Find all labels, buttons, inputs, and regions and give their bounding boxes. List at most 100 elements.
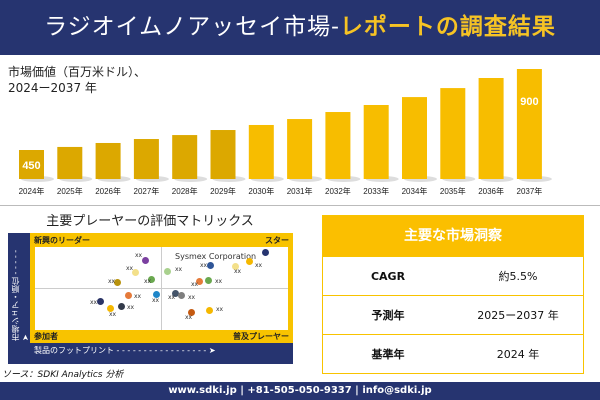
player-label: xx	[108, 278, 116, 285]
player-label: xx	[200, 262, 208, 269]
sysmex-label: Sysmex Corporation	[175, 252, 257, 261]
quadrant-pervasive-players: 普及プレーヤー	[233, 332, 289, 341]
quadrant-emerging-leaders: 新興のリーダー	[34, 236, 90, 245]
player-dot	[206, 261, 214, 269]
bar-2033年	[363, 105, 389, 179]
matrix-frame: 新興のリーダー スター 参加者 普及プレーヤー Sysmex Corporati…	[30, 233, 293, 343]
player-label: xx	[126, 265, 134, 272]
player-dot	[187, 308, 195, 316]
bar-2032年	[325, 112, 351, 179]
player-label: xx	[90, 299, 98, 306]
player-dot	[195, 277, 203, 285]
bar-2024年	[19, 150, 44, 179]
bar-2029年	[210, 130, 236, 179]
player-label: xx	[255, 262, 263, 269]
player-label: xx	[134, 293, 142, 300]
player-label: xx	[127, 304, 135, 311]
player-label: xx	[144, 278, 152, 285]
player-label: xx	[175, 266, 183, 273]
player-label: xx	[135, 252, 143, 259]
player-dot	[163, 267, 171, 275]
insight-value: 2025ー2037 年	[477, 309, 559, 322]
player-dot	[171, 289, 179, 297]
vertical-divider	[161, 247, 162, 330]
matrix-plot: Sysmex Corporation xx xx xx xx xx xx xx xx xx xx x…	[35, 247, 288, 330]
source-note: ソース：SDKI Analytics 分析	[2, 370, 124, 380]
chart-title-line: 市場価値（百万米ドル）、	[8, 65, 147, 79]
x-axis-label: 製品のフットプリント - - - - - - - - - - - - - - -…	[34, 346, 216, 355]
data-label: 450	[22, 160, 40, 172]
insight-value: 2024 年	[496, 348, 540, 361]
market-value-bar-chart: 2024年 450 2025年 2026年 2027年 2028年 2029年 2030年 20…	[19, 69, 552, 196]
x-tick-label: 2029年	[210, 186, 236, 196]
player-dot	[141, 256, 149, 264]
x-tick-label: 2025年	[57, 186, 83, 196]
x-tick-label: 2030年	[248, 186, 274, 196]
x-tick-label: 2024年	[19, 186, 45, 196]
matrix-title: 主要プレーヤーの評価マトリックス	[46, 214, 254, 229]
player-label: xx	[168, 294, 176, 301]
insights-title: 主要な市場洞察	[323, 216, 583, 256]
bar-2036年	[478, 78, 504, 179]
player-label: xx	[188, 294, 196, 301]
insight-row: 予測年 2025ー2037 年	[323, 295, 583, 334]
insight-row: CAGR 約5.5%	[323, 256, 583, 295]
bar-2026年	[95, 142, 121, 179]
player-label: xx	[185, 314, 193, 321]
player-label: xx	[152, 297, 160, 304]
x-tick-label: 2036年	[478, 186, 504, 196]
insight-key: 予測年	[371, 309, 405, 322]
x-tick-label: 2034年	[402, 186, 428, 196]
player-dot	[152, 290, 160, 298]
player-dot	[106, 304, 114, 312]
player-label: xx	[216, 306, 224, 313]
bar-2035年	[440, 88, 466, 179]
player-dot	[204, 276, 212, 284]
divider	[0, 205, 600, 206]
bar-2031年	[287, 119, 313, 179]
player-dot	[245, 257, 253, 265]
bar-2028年	[172, 135, 198, 179]
bar-2037年	[516, 69, 542, 179]
page-header: ラジオイムノアッセイ市場-レポートの調査結果	[0, 0, 600, 55]
player-dot	[231, 262, 239, 270]
insight-key: 基準年	[371, 348, 405, 361]
insight-value: 約5.5%	[498, 270, 538, 283]
insight-row: 基準年 2024 年	[323, 334, 583, 373]
market-insights-table: 主要な市場洞察 CAGR 約5.5% 予測年 2025ー2037 年 基準年 2024…	[322, 215, 584, 374]
x-tick-label: 2026年	[95, 186, 121, 196]
quadrant-stars: スター	[265, 236, 289, 245]
x-tick-label: 2028年	[172, 186, 198, 196]
bar-2025年	[57, 146, 83, 179]
x-tick-label: 2037年	[517, 186, 543, 196]
x-tick-label: 2032年	[325, 186, 351, 196]
data-label: 900	[520, 96, 538, 108]
insight-key: CAGR	[370, 269, 406, 283]
x-tick-label: 2027年	[134, 186, 160, 196]
chart-title: 市場価値（百万米ドル）、 2024ー2037 年	[8, 64, 146, 96]
x-tick-label: 2035年	[440, 186, 466, 196]
chart-subtitle: 2024ー2037 年	[8, 81, 97, 95]
bar-2027年	[133, 139, 159, 179]
player-dot	[177, 291, 185, 299]
player-matrix: 市場シェア・順位 - - - - - ➤ 新興のリーダー スター 参加者 普及プ…	[8, 233, 293, 364]
player-dot	[113, 278, 121, 286]
player-dot	[131, 268, 139, 276]
player-dot	[261, 248, 269, 256]
player-dot	[205, 306, 213, 314]
x-tick-label: 2033年	[363, 186, 389, 196]
player-dot	[117, 302, 125, 310]
bar-2030年	[248, 124, 274, 179]
player-dot	[124, 291, 132, 299]
title-accent: レポートの調査結果	[339, 14, 556, 40]
player-dot	[147, 275, 155, 283]
footer-contact: www.sdki.jp | +81-505-050-9337 | info@sd…	[0, 382, 600, 400]
title-main: ラジオイムノアッセイ市場-	[44, 14, 340, 40]
bar-2034年	[402, 97, 427, 179]
player-label: xx	[109, 311, 117, 318]
player-label: xx	[234, 268, 242, 275]
x-tick-label: 2031年	[287, 186, 313, 196]
player-label: xx	[191, 281, 199, 288]
y-axis-label: 市場シェア・順位 - - - - - ➤	[11, 249, 30, 341]
player-dot	[96, 297, 104, 305]
